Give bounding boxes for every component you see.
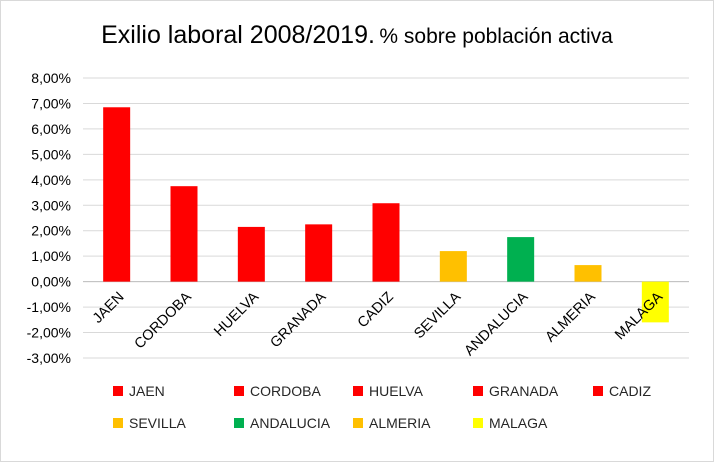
chart-subtitle: % sobre población activa — [379, 25, 613, 48]
legend-label: CADIZ — [609, 383, 651, 399]
chart-title-block: Exilio laboral 2008/2019. % sobre poblac… — [1, 21, 713, 50]
category-label: JAEN — [90, 289, 128, 327]
legend-swatch — [113, 386, 123, 396]
chart-title: Exilio laboral 2008/2019. — [101, 21, 375, 49]
y-tick-label: -3,00% — [27, 350, 71, 366]
bar-jaen — [103, 107, 131, 282]
legend-label: JAEN — [129, 383, 165, 399]
legend-label: ALMERIA — [369, 415, 431, 431]
legend-label: HUELVA — [369, 383, 424, 399]
bar-cordoba — [170, 186, 198, 282]
y-tick-label: 6,00% — [31, 121, 71, 137]
category-label: ALMERIA — [542, 289, 599, 346]
bar-huelva — [237, 226, 265, 282]
legend-label: CORDOBA — [250, 383, 321, 399]
category-label: GRANADA — [267, 289, 329, 351]
bar-andalucia — [507, 237, 535, 282]
y-tick-label: 3,00% — [31, 197, 71, 213]
legend-swatch — [234, 418, 244, 428]
category-label: CORDOBA — [132, 289, 195, 352]
bar-malaga — [641, 281, 669, 323]
legend-swatch — [353, 418, 363, 428]
y-tick-label: 2,00% — [31, 223, 71, 239]
y-tick-label: 7,00% — [31, 95, 71, 111]
y-tick-label: -2,00% — [27, 325, 71, 341]
legend-swatch — [113, 418, 123, 428]
y-tick-label: 5,00% — [31, 146, 71, 162]
legend-swatch — [473, 418, 483, 428]
legend-label: GRANADA — [489, 383, 559, 399]
legend-swatch — [473, 386, 483, 396]
y-tick-label: 1,00% — [31, 248, 71, 264]
legend-label: SEVILLA — [129, 415, 186, 431]
legend-label: MALAGA — [489, 415, 548, 431]
legend-swatch — [234, 386, 244, 396]
legend-swatch — [353, 386, 363, 396]
y-tick-label: 4,00% — [31, 172, 71, 188]
bar-sevilla — [439, 251, 467, 282]
bar-granada — [305, 224, 333, 282]
y-tick-label: 0,00% — [31, 274, 71, 290]
category-label: ANDALUCIA — [461, 289, 531, 359]
bar-almeria — [574, 265, 602, 282]
legend-label: ANDALUCIA — [250, 415, 331, 431]
legend-swatch — [593, 386, 603, 396]
bar-cadiz — [372, 203, 400, 282]
category-label: SEVILLA — [411, 289, 464, 342]
y-tick-label: 8,00% — [31, 70, 71, 86]
y-tick-label: -1,00% — [27, 299, 71, 315]
category-label: CADIZ — [355, 289, 397, 331]
